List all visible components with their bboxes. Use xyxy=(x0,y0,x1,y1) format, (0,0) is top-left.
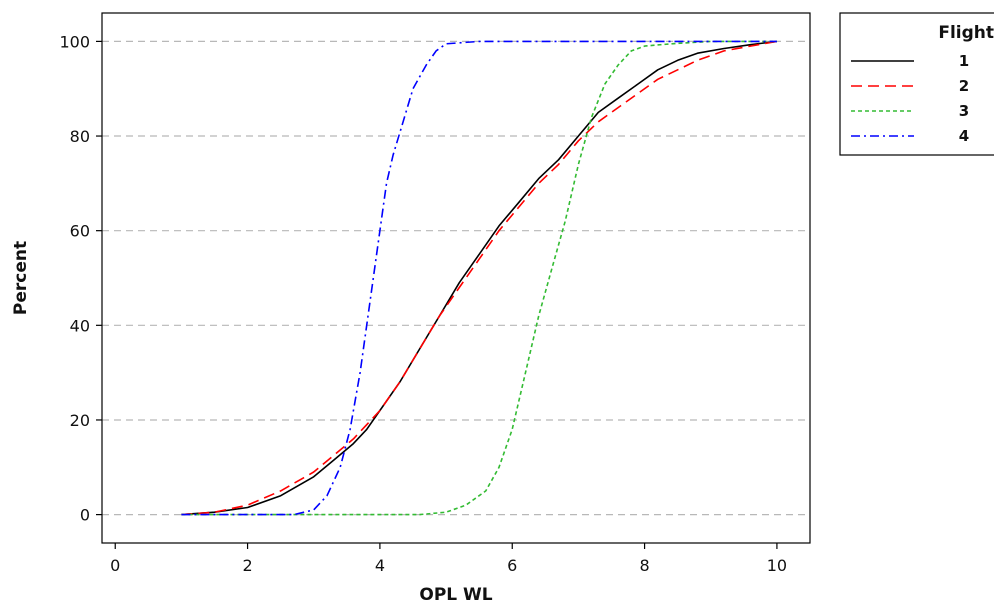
x-tick-label-6: 6 xyxy=(507,556,517,575)
series-line-flight-3 xyxy=(181,40,777,516)
legend-items: 1 2 3 4 xyxy=(851,52,969,145)
legend-label-flight-4: 4 xyxy=(959,127,969,145)
series-line-flight-4 xyxy=(181,40,777,516)
series-lines xyxy=(181,40,778,516)
y-tick-label-0: 0 xyxy=(80,506,90,525)
y-tick-label-60: 60 xyxy=(70,222,90,241)
legend-label-flight-1: 1 xyxy=(959,52,969,70)
legend-box xyxy=(839,12,994,156)
grid-lines xyxy=(102,40,810,516)
axes: 0 20 40 60 80 100 0 2 4 6 8 10 xyxy=(59,32,787,575)
y-tick-label-100: 100 xyxy=(59,32,90,51)
series-line-flight-2 xyxy=(181,40,778,516)
legend-label-flight-2: 2 xyxy=(959,77,969,95)
y-tick-label-40: 40 xyxy=(70,316,90,335)
x-tick-label-0: 0 xyxy=(110,556,120,575)
y-axis-title: Percent xyxy=(11,241,31,315)
x-tick-label-10: 10 xyxy=(767,556,787,575)
x-tick-label-4: 4 xyxy=(375,556,385,575)
legend-title: Flight xyxy=(938,23,994,43)
series-line-flight-1 xyxy=(181,40,777,516)
y-tick-label-20: 20 xyxy=(70,411,90,430)
legend-label-flight-3: 3 xyxy=(959,102,969,120)
legend: Flight 1 2 3 4 xyxy=(839,12,994,156)
plot-frame xyxy=(101,12,811,544)
x-tick-label-8: 8 xyxy=(639,556,649,575)
x-tick-label-2: 2 xyxy=(242,556,252,575)
x-axis-title: OPL WL xyxy=(419,585,492,605)
y-tick-label-80: 80 xyxy=(70,127,90,146)
